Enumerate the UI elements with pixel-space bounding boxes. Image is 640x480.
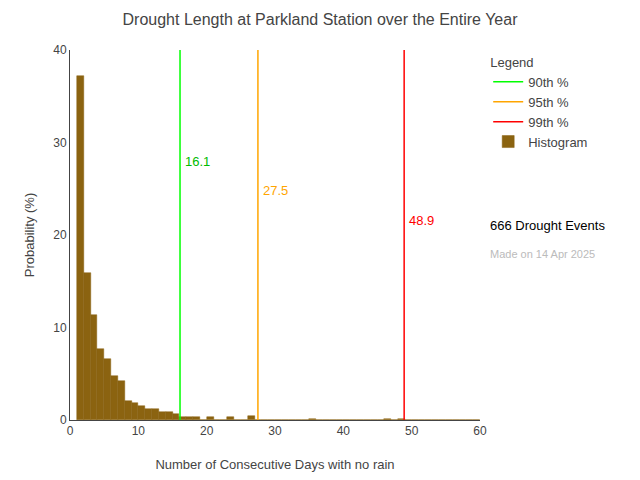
svg-text:20: 20 [53, 228, 67, 242]
svg-text:60: 60 [473, 424, 487, 438]
svg-text:50: 50 [405, 424, 419, 438]
svg-text:20: 20 [200, 424, 214, 438]
svg-text:Probability (%): Probability (%) [22, 193, 37, 278]
svg-text:40: 40 [337, 424, 351, 438]
svg-text:90th %: 90th % [528, 75, 569, 90]
svg-text:10: 10 [132, 424, 146, 438]
svg-text:16.1: 16.1 [185, 154, 210, 169]
svg-text:40: 40 [53, 43, 67, 57]
svg-text:27.5: 27.5 [263, 183, 288, 198]
svg-text:Number of Consecutive Days wit: Number of Consecutive Days with no rain [155, 457, 394, 472]
svg-text:Legend: Legend [490, 55, 533, 70]
svg-text:30: 30 [53, 136, 67, 150]
svg-text:10: 10 [53, 321, 67, 335]
svg-text:30: 30 [268, 424, 282, 438]
svg-text:95th %: 95th % [528, 95, 569, 110]
svg-text:0: 0 [67, 424, 74, 438]
svg-text:Drought Length at Parkland Sta: Drought Length at Parkland Station over … [123, 11, 519, 28]
svg-text:48.9: 48.9 [409, 213, 434, 228]
svg-text:Histogram: Histogram [528, 135, 587, 150]
svg-text:Made on 14 Apr 2025: Made on 14 Apr 2025 [490, 248, 595, 260]
svg-text:666 Drought Events: 666 Drought Events [490, 218, 605, 233]
svg-text:0: 0 [60, 413, 67, 427]
svg-text:99th %: 99th % [528, 115, 569, 130]
